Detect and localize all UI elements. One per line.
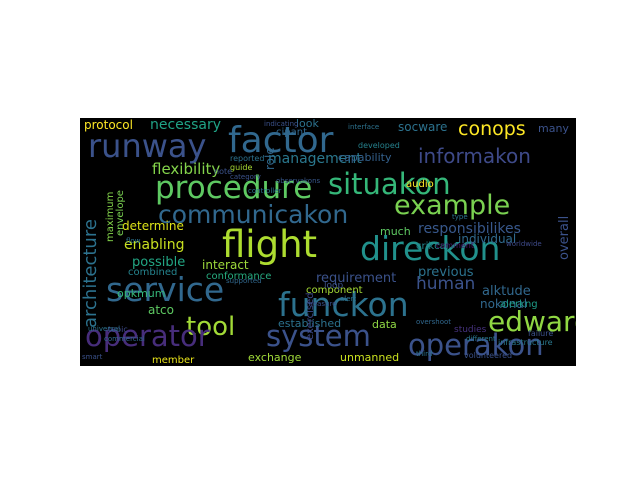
cloud-word: responsibilikes — [418, 221, 521, 237]
cloud-word: requirement — [316, 271, 397, 286]
cloud-word: envelope — [115, 190, 126, 236]
cloud-word: situakon — [328, 167, 451, 201]
cloud-word: observakons — [276, 177, 321, 185]
cloud-word: indicating — [264, 120, 299, 128]
cloud-word: loop — [324, 281, 344, 291]
cloud-word: controller — [248, 187, 282, 195]
cloud-word: necessary — [150, 118, 222, 133]
cloud-word: much — [380, 225, 411, 238]
cloud-word: exchange — [248, 351, 302, 364]
cloud-word: procedure — [155, 170, 313, 206]
cloud-word: direckon — [360, 229, 501, 268]
cloud-word: commercial — [104, 335, 145, 343]
cloud-word: runway — [88, 127, 207, 165]
cloud-word: reported — [230, 154, 265, 163]
cloud-word: member — [152, 355, 195, 366]
cloud-word: informakon — [418, 144, 531, 168]
cloud-word: data — [372, 318, 397, 331]
cloud-word: unmanned — [340, 351, 400, 364]
cloud-word: category — [230, 173, 261, 181]
cloud-word: opkmum — [117, 287, 166, 300]
cloud-word: possible — [132, 255, 186, 270]
cloud-word: flow — [126, 237, 141, 245]
cloud-word: alerkng — [500, 299, 538, 310]
cloud-word: many — [538, 122, 569, 135]
cloud-word: example — [394, 190, 511, 221]
cloud-word: comment — [436, 241, 475, 250]
cloud-word: cipant — [276, 127, 308, 138]
cloud-word: failure — [528, 329, 554, 338]
cloud-word: developed — [358, 141, 400, 150]
cloud-word: universal — [88, 325, 121, 333]
cloud-word: factor — [228, 120, 334, 161]
cloud-word: determine — [122, 219, 184, 233]
cloud-word: studies — [454, 325, 487, 335]
cloud-word: conops — [458, 118, 526, 140]
cloud-word: third — [416, 350, 433, 358]
cloud-word: role — [263, 147, 277, 170]
cloud-word: tool — [186, 312, 236, 342]
cloud-word: topic — [108, 325, 128, 334]
cloud-word: smart — [82, 353, 103, 361]
cloud-word: socware — [398, 120, 448, 134]
cloud-word: enabling — [124, 237, 185, 253]
cloud-word: edward — [488, 305, 576, 338]
cloud-word: overall — [557, 215, 572, 260]
cloud-word: alert — [340, 295, 357, 303]
cloud-word: infrastructure — [498, 338, 553, 347]
cloud-word: worldwide — [506, 240, 542, 248]
cloud-word: operakon — [408, 328, 544, 362]
cloud-word: system — [266, 319, 371, 353]
cloud-word: protocol — [84, 118, 133, 132]
cloud-word: established — [278, 317, 342, 330]
cloud-word: measure — [306, 300, 337, 308]
cloud-word: alktude — [482, 284, 531, 299]
cloud-word: previous — [418, 265, 474, 280]
cloud-word: type — [452, 213, 468, 221]
cloud-word: capability — [338, 151, 392, 164]
cloud-word: communicakon — [158, 200, 349, 229]
cloud-word: flexibility — [152, 160, 221, 178]
cloud-word: combined — [128, 267, 178, 278]
cloud-word: operator — [85, 319, 210, 353]
cloud-word: audio — [406, 179, 434, 190]
cloud-word: atco — [148, 303, 174, 317]
cloud-word: service — [106, 270, 225, 309]
cloud-word: note — [214, 167, 233, 176]
cloud-word: individual — [458, 232, 517, 246]
cloud-word: supported — [226, 277, 262, 285]
cloud-word: guide — [230, 163, 253, 172]
cloud-word: flight — [222, 223, 318, 266]
cloud-word: overshoot — [416, 318, 452, 326]
cloud-word: component — [306, 285, 363, 296]
cloud-word: interface — [348, 123, 380, 131]
cloud-word: architecture — [80, 219, 101, 328]
cloud-word: look — [296, 118, 319, 130]
cloud-word: management — [268, 151, 362, 167]
cloud-word: volunteered — [464, 351, 513, 360]
cloud-word: crikcal — [416, 241, 449, 252]
cloud-word: interact — [202, 258, 249, 272]
cloud-word: funckon — [278, 285, 409, 324]
cloud-word: human — [416, 274, 476, 294]
cloud-word: nokonal — [480, 297, 528, 311]
cloud-word: different — [466, 335, 496, 343]
cloud-word: conformance — [206, 271, 272, 282]
word-cloud: runway factor conops procedure situakon infor… — [80, 118, 576, 366]
